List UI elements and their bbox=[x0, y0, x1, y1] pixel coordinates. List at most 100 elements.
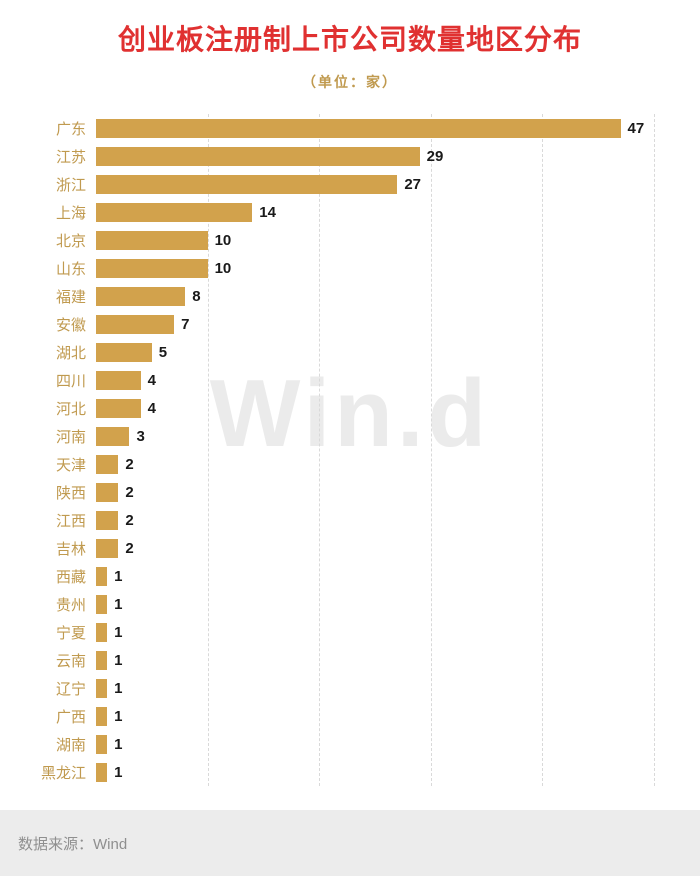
bar bbox=[96, 678, 108, 698]
category-label: 北京 bbox=[55, 232, 86, 250]
bar-plot-area: 4 bbox=[96, 366, 654, 394]
category-label: 山东 bbox=[55, 260, 86, 278]
bar-row: 天津 2 bbox=[56, 450, 654, 478]
bar-row: 北京 10 bbox=[56, 226, 654, 254]
bar bbox=[96, 482, 119, 502]
value-label: 14 bbox=[259, 203, 276, 221]
bar-row: 福建 8 bbox=[56, 282, 654, 310]
category-label: 四川 bbox=[55, 372, 86, 390]
bar-plot-area: 2 bbox=[96, 478, 654, 506]
bar-plot-area: 1 bbox=[96, 562, 654, 590]
value-label: 7 bbox=[181, 315, 190, 333]
bar-row: 上海 14 bbox=[56, 198, 654, 226]
bar-plot-area: 7 bbox=[96, 310, 654, 338]
bar-row: 宁夏 1 bbox=[56, 618, 654, 646]
bar bbox=[96, 566, 108, 586]
value-label: 29 bbox=[426, 147, 444, 165]
value-label: 1 bbox=[114, 763, 123, 781]
gridline bbox=[319, 114, 321, 786]
bar-plot-area: 1 bbox=[96, 730, 654, 758]
bar-chart: Win.d 广东 47 江苏 29 浙江 27 上海 14 北京 10 山东 10 福建 8 安徽 7 湖北 5 四… bbox=[0, 114, 700, 786]
bar bbox=[96, 202, 253, 222]
value-label: 1 bbox=[114, 595, 123, 613]
value-label: 47 bbox=[627, 119, 645, 137]
category-label: 安徽 bbox=[55, 316, 86, 334]
bar-plot-area: 10 bbox=[96, 254, 654, 282]
value-label: 1 bbox=[114, 735, 123, 753]
value-label: 1 bbox=[114, 707, 123, 725]
bar-row: 辽宁 1 bbox=[56, 674, 654, 702]
bar bbox=[96, 258, 208, 278]
bar-row: 河南 3 bbox=[56, 422, 654, 450]
bar bbox=[96, 454, 119, 474]
gridline bbox=[654, 114, 655, 786]
category-label: 辽宁 bbox=[55, 680, 86, 698]
category-label: 福建 bbox=[55, 288, 86, 306]
bar-row: 湖南 1 bbox=[56, 730, 654, 758]
bar bbox=[96, 286, 186, 306]
bar bbox=[96, 510, 119, 530]
bar-plot-area: 10 bbox=[96, 226, 654, 254]
value-label: 10 bbox=[214, 259, 232, 277]
category-label: 贵州 bbox=[55, 596, 86, 614]
chart-subtitle: （单位：家） bbox=[302, 74, 398, 90]
bar-plot-area: 4 bbox=[96, 394, 654, 422]
category-label: 黑龙江 bbox=[40, 764, 86, 782]
bar-plot-area: 2 bbox=[96, 534, 654, 562]
value-label: 1 bbox=[114, 567, 123, 585]
bar-plot-area: 1 bbox=[96, 590, 654, 618]
value-label: 8 bbox=[192, 287, 201, 305]
bar-row: 江苏 29 bbox=[56, 142, 654, 170]
bar-row: 贵州 1 bbox=[56, 590, 654, 618]
category-label: 西藏 bbox=[55, 568, 86, 586]
value-label: 2 bbox=[125, 539, 134, 557]
category-label: 河南 bbox=[55, 428, 86, 446]
category-label: 吉林 bbox=[55, 540, 86, 558]
bar-plot-area: 5 bbox=[96, 338, 654, 366]
category-label: 湖北 bbox=[55, 344, 86, 362]
category-label: 广西 bbox=[55, 708, 86, 726]
bar bbox=[96, 146, 420, 166]
bar-plot-area: 27 bbox=[96, 170, 654, 198]
category-label: 云南 bbox=[55, 652, 86, 670]
bar-rows: 广东 47 江苏 29 浙江 27 上海 14 北京 10 山东 10 福建 8 安徽 7 湖北 5 四川 4 河北 4 河… bbox=[41, 114, 654, 786]
category-label: 浙江 bbox=[55, 176, 86, 194]
bar-plot-area: 47 bbox=[96, 114, 654, 142]
bar-row: 黑龙江 1 bbox=[41, 758, 654, 786]
bar bbox=[96, 370, 141, 390]
data-source-label: 数据来源：Wind bbox=[18, 835, 128, 853]
value-label: 2 bbox=[125, 455, 134, 473]
category-label: 上海 bbox=[55, 204, 86, 222]
bar bbox=[96, 734, 108, 754]
bar-row: 陕西 2 bbox=[56, 478, 654, 506]
wind-watermark: Win.d bbox=[209, 360, 491, 467]
category-label: 江西 bbox=[55, 512, 86, 530]
bar-row: 吉林 2 bbox=[56, 534, 654, 562]
footer: 数据来源：Wind bbox=[0, 810, 700, 876]
bar-row: 西藏 1 bbox=[56, 562, 654, 590]
bar bbox=[96, 706, 108, 726]
chart-title: 创业板注册制上市公司数量地区分布 bbox=[117, 24, 582, 55]
bar bbox=[96, 650, 108, 670]
value-label: 4 bbox=[147, 371, 156, 389]
value-label: 27 bbox=[404, 175, 421, 193]
gridline bbox=[207, 114, 209, 786]
bar-plot-area: 14 bbox=[96, 198, 654, 226]
bar-row: 四川 4 bbox=[56, 366, 654, 394]
bar bbox=[96, 622, 108, 642]
bar-row: 浙江 27 bbox=[56, 170, 654, 198]
category-label: 广东 bbox=[55, 120, 86, 138]
bar-plot-area: 1 bbox=[96, 702, 654, 730]
value-label: 2 bbox=[125, 483, 134, 501]
value-label: 1 bbox=[114, 679, 123, 697]
bar-row: 云南 1 bbox=[56, 646, 654, 674]
bar-plot-area: 1 bbox=[96, 646, 654, 674]
bar-row: 广东 47 bbox=[56, 114, 654, 142]
category-label: 江苏 bbox=[55, 148, 86, 166]
value-label: 4 bbox=[147, 399, 156, 417]
bar-plot-area: 1 bbox=[96, 758, 654, 786]
bar bbox=[96, 314, 175, 334]
bar bbox=[96, 174, 398, 194]
value-label: 5 bbox=[158, 343, 168, 361]
value-label: 1 bbox=[114, 623, 123, 641]
